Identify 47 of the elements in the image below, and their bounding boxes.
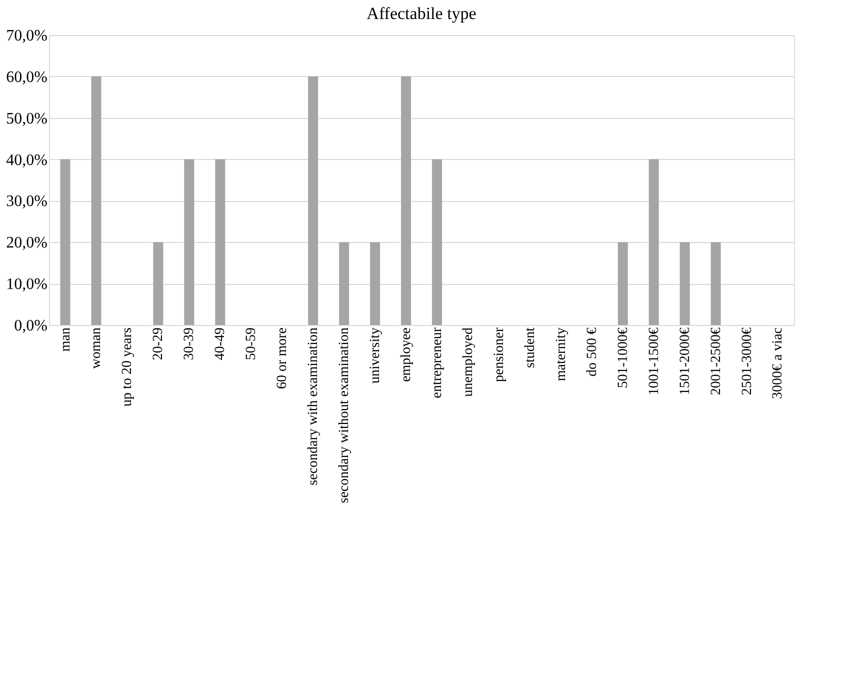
x-tick-label: student [522,327,538,368]
x-tick-label: employee [399,328,414,382]
x-tick-label: 20-29 [151,328,166,360]
bar [648,159,659,325]
x-tick-label: 30-39 [182,328,198,360]
y-tick-label: 20,0% [6,234,48,252]
x-tick-label: 501-1000€ [616,328,631,388]
x-tick-label: 1501-2000€ [678,328,693,396]
x-tick-label: unemployed [460,328,476,397]
bar [680,242,690,325]
x-tick-label: man [58,328,74,352]
x-tick-label: 60 or more [275,328,290,389]
bar [91,76,102,325]
bar [153,242,164,325]
x-tick-label: 50-59 [244,328,260,360]
x-tick-label: do 500 € [584,328,600,376]
bar [370,242,380,325]
bar [618,242,628,325]
x-tick-label: 1001-1500€ [646,328,662,396]
x-tick-label: 2501-3000€ [740,328,755,396]
x-tick-label: 2001-2500€ [708,328,724,396]
y-tick-label: 60,0% [6,68,48,86]
bar [308,76,318,325]
x-tick-label: 3000€ a viac [770,328,786,400]
x-tick-label: entrepreneur [430,327,445,398]
x-tick-label: secondary with examination [306,328,322,486]
bar [184,159,194,325]
y-tick-label: 40,0% [6,152,48,169]
x-tick-label: woman [89,328,104,369]
bar [710,242,721,325]
y-tick-label: 70,0% [6,28,48,44]
y-tick-label: 30,0% [6,193,48,210]
x-tick-label: 40-49 [213,328,228,360]
y-tick-label: 0,0% [14,318,48,334]
chart-title: Affectabile type [366,4,476,23]
x-tick-label: secondary without examination [337,328,352,504]
x-tick-label: maternity [554,328,569,382]
y-tick-label: 10,0% [6,276,48,294]
bar [339,242,350,325]
bar [432,159,442,325]
x-tick-label: up to 20 years [120,328,136,406]
x-tick-label: pensioner [492,327,507,382]
y-tick-label: 50,0% [6,110,48,128]
bar [60,159,70,325]
bar [401,76,412,325]
x-tick-label: university [368,328,384,384]
bar [215,159,226,325]
